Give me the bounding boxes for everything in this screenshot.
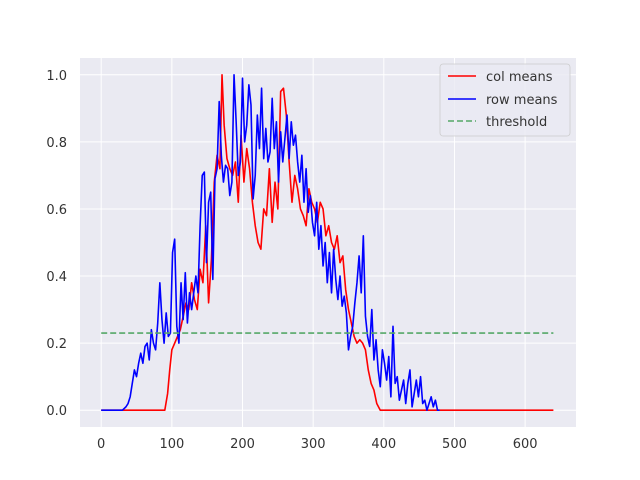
y-tick-label: 0.2 (46, 337, 67, 352)
col-means-line (101, 73, 554, 412)
y-tick-label: 0.8 (46, 136, 67, 151)
x-tick-label: 100 (159, 437, 184, 452)
series-lines (101, 73, 554, 412)
legend-label-row-means: row means (486, 93, 558, 108)
legend-label-col-means: col means (486, 70, 553, 85)
x-tick-label: 600 (513, 437, 538, 452)
legend-box (439, 63, 571, 137)
legend-label-threshold: threshold (486, 115, 547, 130)
y-tick-label: 1.0 (46, 69, 67, 84)
row-means-line (101, 73, 440, 412)
x-tick-label: 500 (442, 437, 467, 452)
y-tick-label: 0.4 (46, 270, 67, 285)
x-axis-tick-labels: 0 100 200 300 400 500 600 (97, 437, 537, 452)
x-tick-label: 0 (97, 437, 105, 452)
x-tick-label: 400 (371, 437, 396, 452)
y-tick-label: 0.6 (46, 203, 67, 218)
x-tick-label: 300 (301, 437, 326, 452)
y-tick-label: 0.0 (46, 404, 67, 419)
y-axis-tick-labels: 0.0 0.2 0.4 0.6 0.8 1.0 (46, 69, 67, 419)
legend: col means row means threshold (439, 63, 571, 137)
x-tick-label: 200 (230, 437, 255, 452)
